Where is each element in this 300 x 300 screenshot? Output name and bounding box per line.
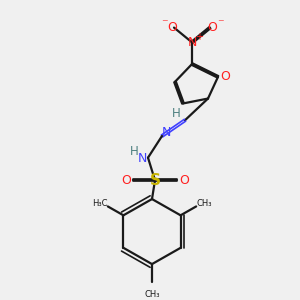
Text: S: S (149, 173, 161, 188)
Text: CH₃: CH₃ (144, 290, 160, 299)
Text: O: O (207, 21, 217, 34)
Text: O: O (167, 21, 177, 34)
Text: CH₃: CH₃ (196, 199, 212, 208)
Text: N: N (137, 152, 147, 165)
Text: O: O (179, 174, 189, 187)
Text: N: N (187, 36, 197, 49)
Text: H: H (130, 145, 138, 158)
Text: ⁻: ⁻ (161, 17, 167, 30)
Text: N: N (161, 125, 171, 139)
Text: H: H (172, 107, 180, 120)
Text: O: O (121, 174, 131, 187)
Text: H₃C: H₃C (92, 199, 107, 208)
Text: ⁻: ⁻ (217, 17, 223, 30)
Text: O: O (220, 70, 230, 83)
Text: +: + (195, 32, 203, 42)
